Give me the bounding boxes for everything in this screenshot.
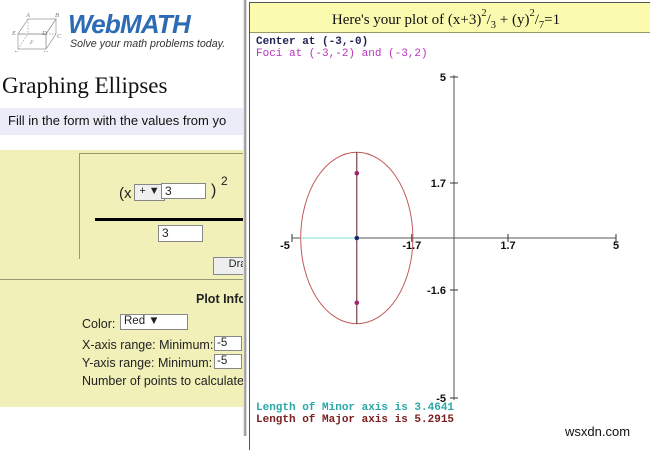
- svg-text:B: B: [55, 12, 59, 19]
- svg-text:1.7: 1.7: [500, 240, 515, 252]
- svg-text:A: A: [25, 12, 30, 19]
- svg-text:E: E: [13, 50, 18, 52]
- svg-text:-1.7: -1.7: [402, 240, 421, 252]
- svg-text:5: 5: [440, 72, 446, 84]
- svg-text:D: D: [41, 30, 47, 37]
- svg-text:5: 5: [613, 240, 619, 252]
- svg-text:F: F: [29, 40, 34, 46]
- svg-text:-1.6: -1.6: [427, 285, 446, 297]
- svg-text:1.7: 1.7: [431, 178, 446, 190]
- svg-text:H: H: [42, 50, 48, 52]
- svg-text:-5: -5: [280, 240, 290, 252]
- svg-text:C: C: [57, 33, 62, 40]
- svg-text:E: E: [11, 30, 16, 37]
